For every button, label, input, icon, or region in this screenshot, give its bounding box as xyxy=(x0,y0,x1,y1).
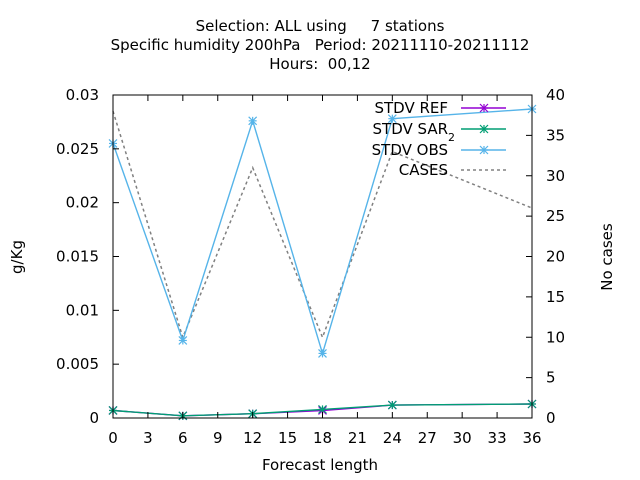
marker-stroke xyxy=(318,404,327,414)
legend-subscript: 2 xyxy=(448,131,455,144)
marker-stroke xyxy=(387,400,397,410)
series-layer xyxy=(108,104,537,421)
y-tick-label: 0.01 xyxy=(66,301,99,319)
data-point xyxy=(318,404,327,414)
y2-tick-label: 40 xyxy=(546,86,565,104)
marker-stroke xyxy=(387,114,397,124)
y2-tick-label: 15 xyxy=(546,288,565,306)
x-tick-label: 15 xyxy=(278,429,297,447)
data-point xyxy=(248,116,258,126)
chart-title-line-3: Hours: 00,12 xyxy=(269,55,371,73)
y-tick-label: 0.02 xyxy=(66,194,99,212)
y2-tick-label: 0 xyxy=(546,409,556,427)
tick-layer: 0 3 6 9 12 15 18 21 24 27 30 33 3600.0050.010.0150.0… xyxy=(56,86,565,447)
data-point xyxy=(178,336,188,345)
y2-axis-label: No cases xyxy=(598,223,616,291)
x-tick-label: 3 xyxy=(143,429,153,447)
y-tick-label: 0.025 xyxy=(56,140,99,158)
x-tick-label: 18 xyxy=(313,429,332,447)
y2-tick-label: 20 xyxy=(546,248,565,266)
x-tick-label: 27 xyxy=(418,429,437,447)
y-tick-label: 0 xyxy=(89,409,99,427)
legend-label: STDV OBS xyxy=(372,141,448,159)
chart-title-line-2: Specific humidity 200hPa Period: 2021111… xyxy=(110,36,530,54)
marker-stroke xyxy=(479,145,489,155)
x-tick-label: 30 xyxy=(453,429,472,447)
x-tick-label: 12 xyxy=(243,429,262,447)
series-line xyxy=(112,403,533,417)
x-tick-label: 36 xyxy=(522,429,541,447)
x-tick-label: 21 xyxy=(348,429,367,447)
x-axis-label: Forecast length xyxy=(262,456,378,474)
legend-marker xyxy=(479,145,489,155)
marker-stroke xyxy=(318,348,327,358)
data-point xyxy=(387,114,397,124)
y-tick-label: 0.005 xyxy=(56,355,99,373)
y2-tick-label: 5 xyxy=(546,369,556,387)
y2-tick-label: 25 xyxy=(546,207,565,225)
legend-label: STDV SAR xyxy=(373,120,448,138)
x-tick-label: 24 xyxy=(383,429,402,447)
legend-label: CASES xyxy=(399,161,448,179)
y2-tick-label: 35 xyxy=(546,126,565,144)
y-tick-label: 0.03 xyxy=(66,86,99,104)
x-tick-label: 33 xyxy=(488,429,507,447)
marker-stroke xyxy=(479,103,489,113)
x-tick-label: 6 xyxy=(178,429,188,447)
y2-tick-label: 10 xyxy=(546,328,565,346)
legend-marker xyxy=(479,103,489,113)
legend-marker xyxy=(479,124,489,134)
y-tick-label: 0.015 xyxy=(56,248,99,266)
x-tick-label: 0 xyxy=(108,429,118,447)
chart-title-line-1: Selection: ALL using 7 stations xyxy=(195,17,445,35)
marker-stroke xyxy=(479,124,489,134)
plot-border xyxy=(112,94,533,419)
data-point xyxy=(387,400,397,410)
marker-stroke xyxy=(248,116,258,126)
legend-label: STDV REF xyxy=(374,99,448,117)
data-point xyxy=(318,348,327,358)
y2-tick-label: 30 xyxy=(546,167,565,185)
y-axis-label: g/Kg xyxy=(8,240,26,274)
series-line xyxy=(112,110,533,340)
x-tick-label: 9 xyxy=(213,429,223,447)
series-line xyxy=(112,108,533,356)
marker-stroke xyxy=(178,336,188,345)
